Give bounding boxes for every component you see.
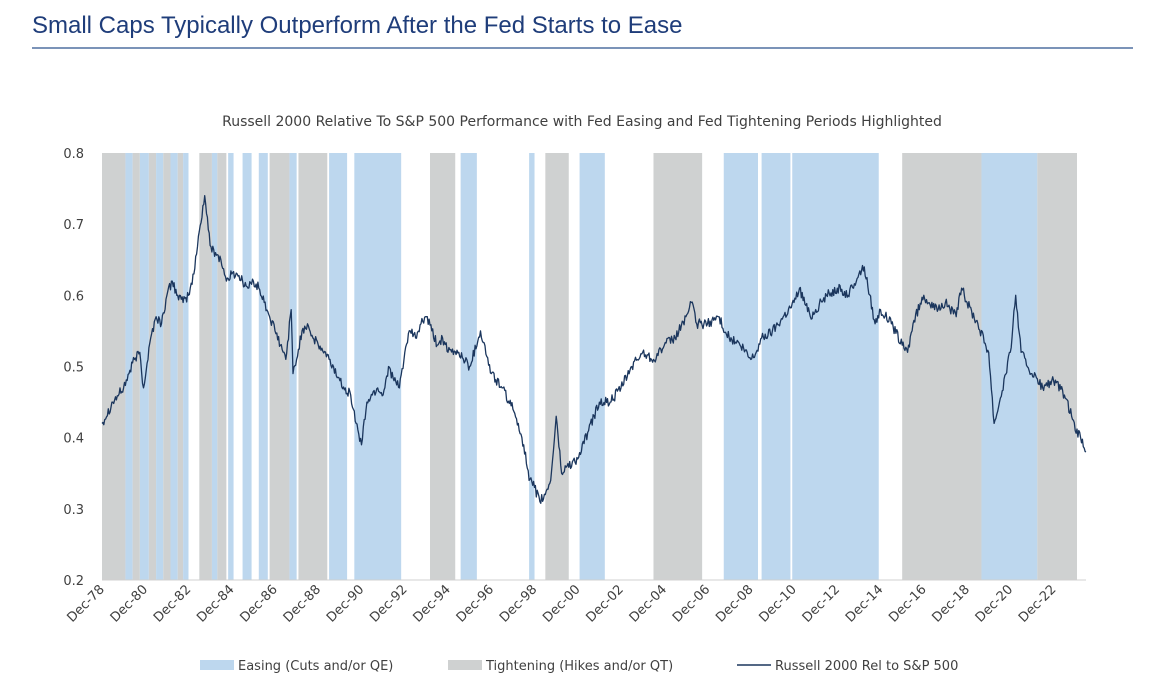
x-tick-label: Dec-86: [237, 582, 280, 625]
page-title: Small Caps Typically Outperform After th…: [32, 12, 683, 39]
legend-easing-swatch: [200, 660, 234, 670]
series-line: [101, 195, 1087, 504]
legend: Easing (Cuts and/or QE) Tightening (Hikes…: [200, 659, 958, 674]
y-tick-label: 0.3: [63, 503, 84, 518]
easing-period-band: [723, 153, 758, 580]
easing-period-band: [242, 153, 252, 580]
y-tick-label: 0.7: [63, 218, 84, 233]
easing-period-band: [329, 153, 348, 580]
y-tick-label: 0.4: [63, 432, 84, 447]
series-group: [101, 195, 1087, 504]
x-tick-label: Dec-94: [410, 582, 453, 625]
easing-period-band: [761, 153, 791, 580]
tightening-period-band: [1037, 153, 1077, 580]
easing-period-band: [170, 153, 178, 580]
y-tick-label: 0.8: [63, 147, 84, 162]
x-tick-label: Dec-82: [151, 582, 194, 625]
x-tick-label: Dec-80: [108, 582, 151, 625]
tightening-period-band: [902, 153, 982, 580]
legend-label: Tightening (Hikes and/or QT): [485, 659, 673, 674]
title-divider: [32, 47, 1133, 49]
chart-title: Russell 2000 Relative To S&P 500 Perform…: [222, 114, 942, 130]
tightening-period-band: [199, 153, 212, 580]
y-tick-label: 0.5: [63, 361, 84, 376]
tightening-period-band: [430, 153, 456, 580]
x-tick-label: Dec-02: [583, 582, 626, 625]
x-tick-label: Dec-10: [756, 582, 799, 625]
x-tick-label: Dec-14: [843, 582, 886, 625]
shaded-periods: [102, 153, 1077, 580]
tightening-period-band: [102, 153, 126, 580]
easing-period-band: [228, 153, 234, 580]
tightening-period-band: [177, 153, 184, 580]
x-tick-label: Dec-84: [194, 582, 237, 625]
legend-label: Easing (Cuts and/or QE): [238, 659, 393, 674]
easing-period-band: [139, 153, 149, 580]
x-tick-label: Dec-18: [929, 582, 972, 625]
x-tick-label: Dec-16: [886, 582, 929, 625]
x-tick-label: Dec-92: [367, 582, 410, 625]
tightening-period-band: [148, 153, 157, 580]
easing-period-band: [529, 153, 535, 580]
x-tick-label: Dec-12: [800, 582, 843, 625]
x-tick-label: Dec-00: [540, 582, 583, 625]
x-tick-label: Dec-98: [497, 582, 540, 625]
x-tick-label: Dec-22: [1016, 582, 1059, 625]
easing-period-band: [156, 153, 164, 580]
x-tick-label: Dec-88: [281, 582, 324, 625]
tightening-period-band: [653, 153, 703, 580]
easing-period-band: [183, 153, 189, 580]
tightening-period-band: [298, 153, 328, 580]
y-tick-label: 0.2: [63, 574, 84, 589]
easing-period-band: [579, 153, 605, 580]
y-tick-label: 0.6: [63, 289, 84, 304]
x-tick-label: Dec-06: [670, 582, 713, 625]
easing-period-band: [211, 153, 218, 580]
easing-period-band: [125, 153, 133, 580]
tightening-period-band: [269, 153, 290, 580]
x-tick-label: Dec-04: [627, 582, 670, 625]
easing-period-band: [792, 153, 879, 580]
x-tick-label: Dec-20: [973, 582, 1016, 625]
easing-period-band: [981, 153, 1038, 580]
easing-period-band: [354, 153, 402, 580]
x-tick-label: Dec-96: [454, 582, 497, 625]
tightening-period-band: [163, 153, 171, 580]
tightening-period-band: [545, 153, 569, 580]
x-tick-label: Dec-08: [713, 582, 756, 625]
tightening-period-band: [132, 153, 140, 580]
legend-tightening-swatch: [448, 660, 482, 670]
tightening-period-band: [217, 153, 227, 580]
legend-label: Russell 2000 Rel to S&P 500: [775, 659, 958, 674]
x-tick-label: Dec-90: [324, 582, 367, 625]
easing-period-band: [258, 153, 268, 580]
